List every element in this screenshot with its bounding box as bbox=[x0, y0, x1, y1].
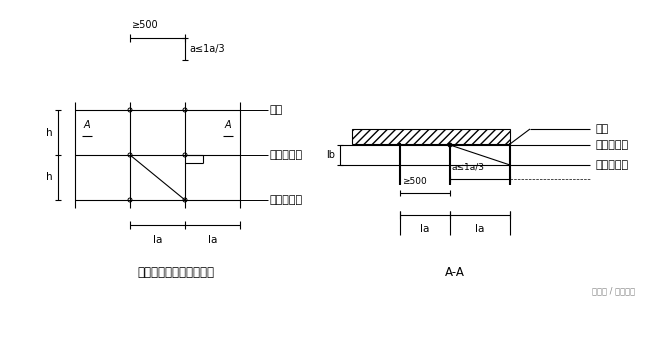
Text: la: la bbox=[208, 235, 217, 245]
Text: A-A: A-A bbox=[445, 266, 465, 278]
Text: 头条号 / 小熊一品: 头条号 / 小熊一品 bbox=[592, 286, 635, 295]
Text: 纵向水平杆: 纵向水平杆 bbox=[595, 140, 628, 150]
Text: la: la bbox=[153, 235, 162, 245]
Text: 立杆: 立杆 bbox=[270, 105, 283, 115]
Text: h: h bbox=[46, 128, 53, 137]
Text: 接头不在同步内（立面）: 接头不在同步内（立面） bbox=[137, 266, 214, 278]
Text: 立杆: 立杆 bbox=[595, 124, 608, 134]
Text: A: A bbox=[225, 120, 231, 131]
Text: 横向水平杆: 横向水平杆 bbox=[595, 160, 628, 170]
Text: ≥500: ≥500 bbox=[402, 177, 427, 186]
Text: 纵向水平杆: 纵向水平杆 bbox=[270, 150, 303, 160]
Bar bbox=[352, 129, 510, 144]
Text: la: la bbox=[421, 224, 430, 234]
Text: la: la bbox=[475, 224, 485, 234]
Text: ≥500: ≥500 bbox=[132, 20, 159, 30]
Text: a≤1a/3: a≤1a/3 bbox=[452, 163, 485, 172]
Text: A: A bbox=[84, 120, 90, 131]
Text: h: h bbox=[46, 172, 53, 183]
Text: a≤1a/3: a≤1a/3 bbox=[189, 44, 225, 54]
Text: 横向水平杆: 横向水平杆 bbox=[270, 195, 303, 205]
Text: lb: lb bbox=[326, 150, 335, 160]
